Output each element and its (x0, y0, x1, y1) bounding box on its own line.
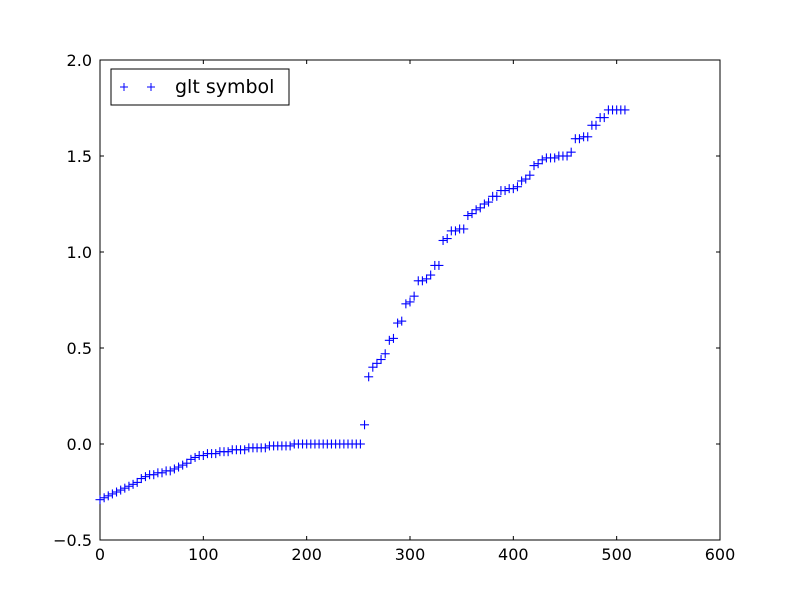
legend: glt symbol (110, 68, 290, 106)
data-point (475, 203, 485, 213)
legend-box (110, 68, 290, 106)
data-point (409, 291, 419, 301)
data-point (198, 451, 208, 461)
data-point (285, 441, 295, 451)
data-point (529, 161, 539, 171)
data-point (165, 466, 175, 476)
data-point (120, 483, 130, 493)
y-tick-label: 1.0 (67, 243, 92, 262)
data-point (240, 445, 250, 455)
y-tick-label: 0.0 (67, 435, 92, 454)
data-point (459, 224, 469, 234)
data-point (136, 474, 146, 484)
series-glt-symbol (95, 105, 630, 505)
x-tick-label: 400 (498, 545, 529, 564)
legend-marker (120, 83, 155, 91)
x-tick-label: 600 (705, 545, 736, 564)
data-point (260, 443, 270, 453)
data-point (107, 489, 117, 499)
data-point (500, 186, 510, 196)
data-point (368, 362, 378, 372)
data-point (182, 458, 192, 468)
data-point (95, 495, 105, 505)
data-point (103, 491, 113, 501)
data-point (533, 159, 543, 169)
data-point (401, 299, 411, 309)
data-point (355, 439, 365, 449)
data-point (190, 452, 200, 462)
data-point (178, 460, 188, 470)
data-point (380, 349, 390, 359)
data-point (521, 174, 531, 184)
data-point (508, 184, 518, 194)
data-point (384, 335, 394, 345)
x-tick-label: 200 (291, 545, 322, 564)
x-tick-label: 500 (601, 545, 632, 564)
data-point (434, 260, 444, 270)
y-axis-ticks: −0.5 0.0 0.5 1.0 1.5 2.0 (53, 51, 720, 550)
data-point (376, 355, 386, 365)
x-tick-label: 300 (395, 545, 426, 564)
x-axis-ticks: 0 100 200 300 400 500 600 (95, 60, 735, 564)
data-point (463, 211, 473, 221)
data-point (360, 420, 370, 430)
data-point (537, 155, 547, 165)
y-tick-label: 2.0 (67, 51, 92, 70)
data-point (417, 276, 427, 286)
data-point (422, 274, 432, 284)
data-point (574, 134, 584, 144)
data-point (599, 113, 609, 123)
data-point (364, 372, 374, 382)
data-point (583, 132, 593, 142)
data-point (186, 454, 196, 464)
data-point (223, 447, 233, 457)
data-point (140, 472, 150, 482)
data-point (124, 481, 134, 491)
data-point (116, 485, 126, 495)
y-tick-label: 1.5 (67, 147, 92, 166)
data-point (471, 205, 481, 215)
data-point (467, 209, 477, 219)
data-point (128, 479, 138, 489)
data-point (169, 464, 179, 474)
data-point (479, 199, 489, 209)
data-point (562, 151, 572, 161)
data-point (620, 105, 630, 115)
data-point (132, 477, 142, 487)
data-point (372, 358, 382, 368)
data-point (426, 270, 436, 280)
data-point (438, 235, 448, 245)
data-point (149, 470, 159, 480)
y-tick-label: 0.5 (67, 339, 92, 358)
data-point (550, 153, 560, 163)
data-point (405, 297, 415, 307)
data-point (174, 462, 184, 472)
data-point (99, 493, 109, 503)
data-point (442, 234, 452, 244)
data-point (112, 487, 122, 497)
data-point (157, 468, 167, 478)
data-point (492, 191, 502, 201)
data-point (393, 318, 403, 328)
data-point (484, 197, 494, 207)
x-tick-label: 100 (188, 545, 219, 564)
data-point (512, 182, 522, 192)
data-point (566, 147, 576, 157)
data-point (450, 226, 460, 236)
data-point (388, 333, 398, 343)
legend-label: glt symbol (175, 76, 274, 98)
data-point (525, 170, 535, 180)
data-point (591, 120, 601, 130)
x-tick-label: 0 (95, 545, 105, 564)
data-point (517, 176, 527, 186)
y-tick-label: −0.5 (53, 531, 92, 550)
data-point (211, 449, 221, 459)
data-point (397, 316, 407, 326)
